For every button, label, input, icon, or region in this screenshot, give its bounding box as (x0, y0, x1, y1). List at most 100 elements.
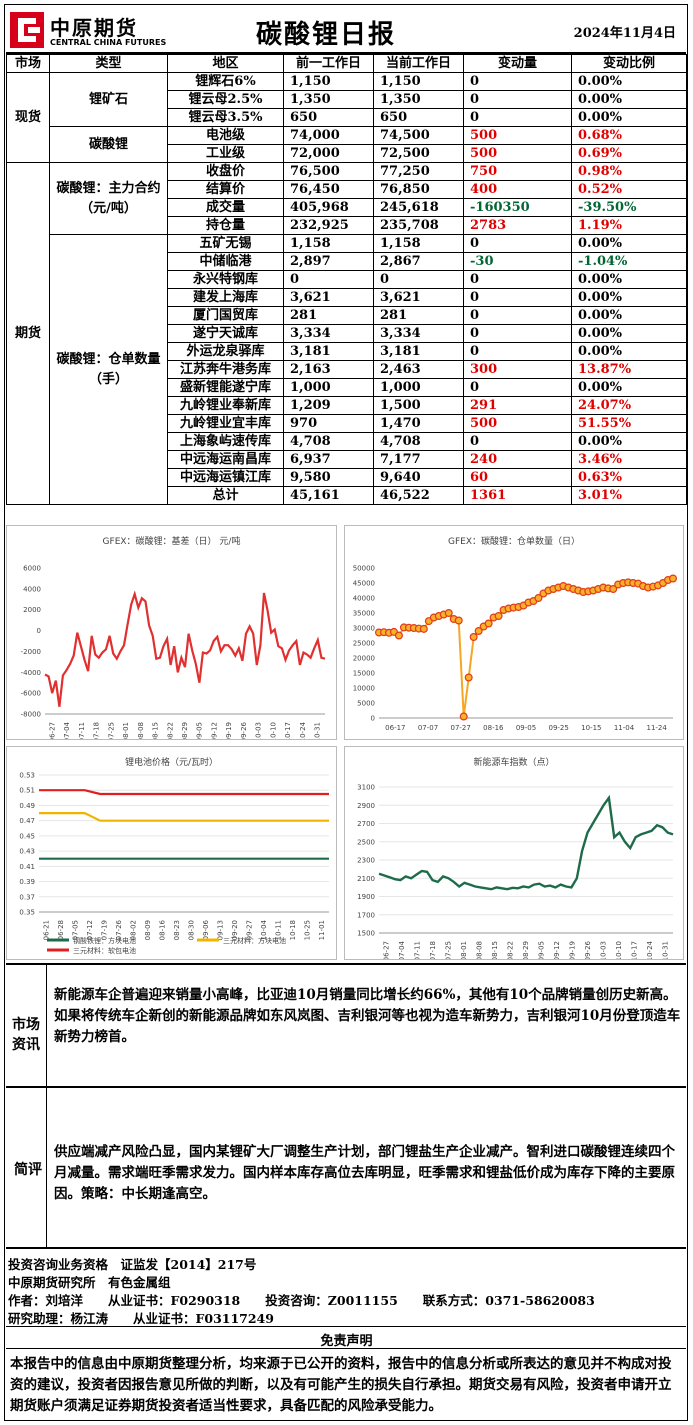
y-tick-label: 30000 (353, 625, 375, 633)
table-row: 上海象屿速传库 4,708 4,708 0 0.00% (7, 432, 687, 451)
y-tick-label: 0.47 (19, 817, 35, 825)
current-value-cell: 46,522 (373, 486, 464, 505)
region-cell: 九岭锂业宜丰库 (167, 414, 284, 433)
change-pct-cell: 0.00% (571, 234, 687, 253)
region-cell: 五矿无锡 (167, 234, 284, 253)
type-cell: 碳酸锂 (49, 126, 168, 163)
y-tick-label: 50000 (353, 565, 375, 573)
table-row: 结算价 76,450 76,850 400 0.52% (7, 180, 687, 199)
x-tick-label: 07-18 (429, 941, 437, 959)
y-tick-label: 1900 (357, 893, 375, 901)
current-value-cell: 3,334 (373, 324, 464, 343)
current-value-cell: 9,640 (373, 468, 464, 487)
current-value-cell: 0 (373, 270, 464, 289)
y-tick-label: 0.49 (19, 802, 35, 810)
y-tick-label: 2100 (357, 875, 375, 883)
x-tick-label: 08-22 (166, 722, 174, 739)
table-row: 江苏奔牛港务库 2,163 2,463 300 13.87% (7, 360, 687, 379)
x-tick-label: 11-01 (318, 920, 326, 940)
table-row: 成交量 405,968 245,618 -160350 -39.50% (7, 198, 687, 217)
table-row: 九岭锂业奉新库 1,209 1,500 291 24.07% (7, 396, 687, 415)
y-tick-label: 0 (371, 715, 375, 723)
x-tick-label: 07-18 (93, 722, 101, 739)
x-tick-label: 09-12 (553, 941, 561, 959)
x-tick-label: 09-26 (584, 940, 592, 959)
region-cell: 江苏奔牛港务库 (167, 360, 284, 379)
x-tick-label: 08-09 (144, 920, 152, 940)
data-point (609, 584, 618, 593)
x-tick-label: 10-24 (646, 940, 654, 959)
change-pct-cell: 0.00% (571, 90, 687, 109)
prev-value-cell: 9,580 (283, 468, 374, 487)
prev-value-cell: 3,621 (283, 288, 374, 307)
x-tick-label: 07-07 (418, 724, 438, 732)
change-cell: 0 (463, 342, 572, 361)
x-tick-label: 08-08 (476, 941, 484, 959)
current-value-cell: 1,158 (373, 234, 464, 253)
y-tick-label: 2900 (357, 802, 375, 810)
logo-english-name: CENTRAL CHINA FUTURES (50, 38, 167, 47)
logo-chinese-name: 中原期货 (50, 16, 138, 40)
region-cell: 工业级 (167, 144, 284, 163)
y-tick-label: 0 (37, 627, 41, 635)
y-tick-label: -8000 (21, 711, 41, 719)
nev-index-chart: 新能源车指数（点） 3100 2900 2700 2500 2300 2100 1900 170… (344, 746, 684, 961)
x-tick-label: 10-31 (661, 941, 669, 959)
y-tick-label: 0.51 (19, 787, 35, 795)
chart-title: GFEX：碳酸锂：基差（日） 元/吨 (103, 535, 241, 547)
y-tick-label: 0.43 (19, 848, 35, 856)
x-tick-label: 07-04 (398, 940, 406, 959)
change-pct-cell: 0.00% (571, 306, 687, 325)
change-pct-cell: 1.19% (571, 216, 687, 235)
table-row: 碳酸锂 电池级 74,000 74,500 500 0.68% (7, 126, 687, 163)
x-tick-label: 06-28 (57, 920, 65, 940)
region-cell: 收盘价 (167, 162, 284, 181)
header-cell: 变动比例 (571, 54, 687, 73)
x-tick-label: 10-18 (289, 920, 297, 940)
data-point (394, 631, 403, 640)
prev-value-cell: 1,350 (283, 90, 374, 109)
header-cell: 当前工作日 (373, 54, 464, 73)
change-pct-cell: 0.68% (571, 126, 687, 145)
change-pct-cell: 0.63% (571, 468, 687, 487)
y-tick-label: 0.53 (19, 772, 35, 780)
y-tick-label: 3100 (357, 784, 375, 792)
y-tick-label: 5000 (357, 700, 375, 708)
y-tick-label: 45000 (353, 580, 375, 588)
current-value-cell: 2,867 (373, 252, 464, 271)
table-row: 中储临港 2,897 2,867 -30 -1.04% (7, 252, 687, 271)
x-tick-label: 08-02 (129, 920, 137, 940)
data-point (459, 712, 468, 721)
x-tick-label: 09-26 (240, 721, 248, 739)
prev-value-cell: 1,209 (283, 396, 374, 415)
change-cell: 500 (463, 144, 572, 163)
x-tick-label: 09-06 (202, 919, 210, 940)
prev-value-cell: 72,000 (283, 144, 374, 163)
chart-title: GFEX：碳酸锂：仓单数量（日） (448, 535, 580, 547)
change-pct-cell: -39.50% (571, 198, 687, 217)
prev-value-cell: 2,163 (283, 360, 374, 379)
prev-value-cell: 76,450 (283, 180, 374, 199)
chart-title: 新能源车指数（点） (473, 756, 554, 768)
y-tick-label: 20000 (353, 655, 375, 663)
prev-value-cell: 650 (283, 108, 374, 127)
change-cell: 0 (463, 270, 572, 289)
change-pct-cell: 0.98% (571, 162, 687, 181)
y-tick-label: -6000 (21, 690, 41, 698)
table-row: 遂宁天诚库 3,334 3,334 0 0.00% (7, 324, 687, 343)
x-tick-label: 09-05 (537, 941, 545, 959)
table-header-row: 市场 类型 地区 前一工作日 当前工作日 变动量 变动比例 (6, 54, 687, 73)
change-pct-cell: 24.07% (571, 396, 687, 415)
footer-divider (6, 1326, 686, 1327)
change-pct-cell: 0.00% (571, 378, 687, 397)
header-cell: 地区 (167, 54, 284, 73)
region-cell: 厦门国贸库 (167, 306, 284, 325)
market-info-label: 市场资讯 (12, 1017, 40, 1053)
x-tick-label: 08-15 (491, 941, 499, 959)
current-value-cell: 77,250 (373, 162, 464, 181)
prev-value-cell: 3,181 (283, 342, 374, 361)
x-tick-label: 09-05 (196, 722, 204, 739)
table-row: 总计 45,161 46,522 1361 3.01% (7, 486, 687, 505)
change-pct-cell: 3.46% (571, 450, 687, 469)
x-tick-label: 10-31 (314, 722, 322, 739)
